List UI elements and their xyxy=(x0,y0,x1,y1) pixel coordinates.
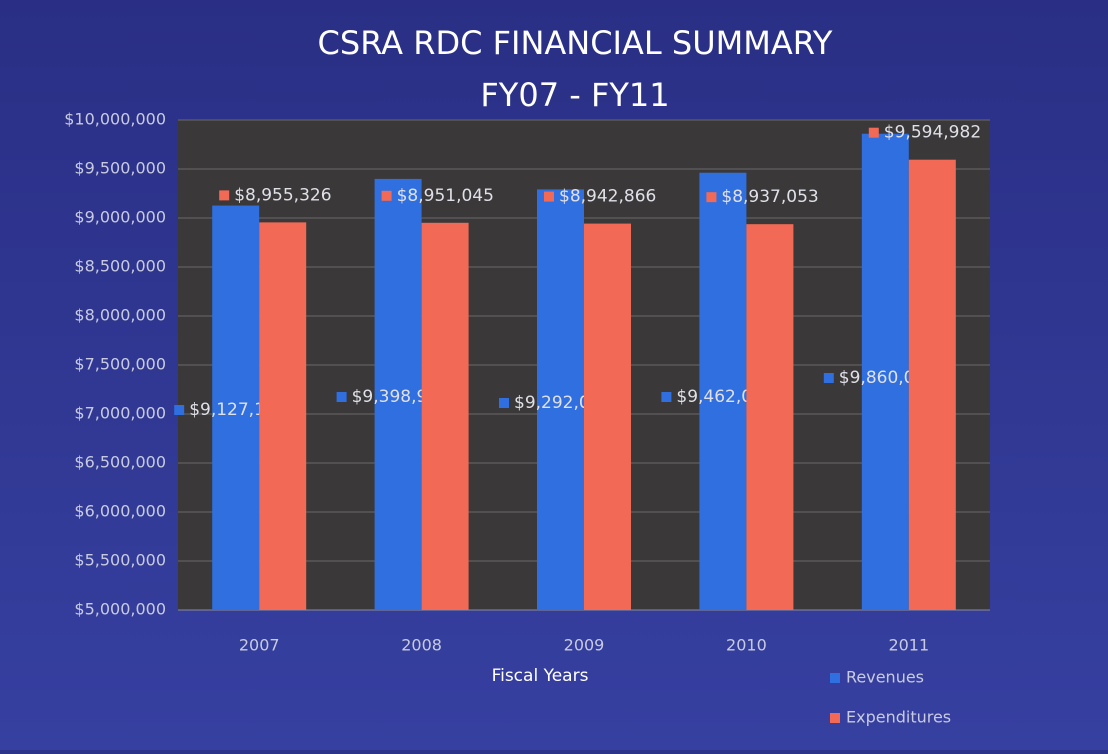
label-marker xyxy=(868,127,879,138)
y-tick-label: $7,500,000 xyxy=(74,355,166,374)
legend-label: Expenditures xyxy=(846,708,951,727)
bar xyxy=(908,159,956,610)
bar xyxy=(699,172,747,611)
label-marker xyxy=(706,192,717,203)
y-tick-label: $5,000,000 xyxy=(74,600,166,619)
bar xyxy=(584,223,631,611)
y-tick-label: $7,000,000 xyxy=(74,404,166,423)
chart-title: CSRA RDC FINANCIAL SUMMARY xyxy=(318,24,833,62)
legend-label: Revenues xyxy=(846,668,924,687)
label-marker xyxy=(544,191,554,202)
y-tick-label: $6,000,000 xyxy=(74,502,166,521)
bar xyxy=(746,224,794,610)
y-tick-label: $8,000,000 xyxy=(74,306,166,325)
label-marker xyxy=(174,405,185,415)
bar xyxy=(537,189,584,610)
legend-swatch xyxy=(830,673,840,683)
label-marker xyxy=(381,190,392,201)
y-tick-label: $6,500,000 xyxy=(74,453,166,472)
bar xyxy=(374,178,422,611)
x-tick-label: 2011 xyxy=(888,636,929,655)
data-label: $8,951,045 xyxy=(397,186,494,206)
data-label: $9,594,982 xyxy=(884,123,981,143)
x-tick-label: 2009 xyxy=(564,636,605,655)
label-marker xyxy=(823,373,834,383)
data-label: $8,942,866 xyxy=(559,187,656,207)
data-label: $8,955,326 xyxy=(234,185,331,205)
label-marker xyxy=(336,392,347,402)
x-tick-label: 2007 xyxy=(239,636,280,655)
bar xyxy=(212,205,260,610)
x-tick-label: 2010 xyxy=(726,636,767,655)
legend-swatch xyxy=(830,713,840,723)
y-tick-label: $9,000,000 xyxy=(74,208,166,227)
bar xyxy=(259,222,307,610)
x-tick-label: 2008 xyxy=(401,636,442,655)
y-tick-label: $8,500,000 xyxy=(74,257,166,276)
bar xyxy=(861,133,909,610)
x-axis-title: Fiscal Years xyxy=(492,666,589,686)
bar xyxy=(421,222,469,610)
label-marker xyxy=(219,190,230,201)
chart-subtitle: FY07 - FY11 xyxy=(480,76,669,114)
y-tick-label: $10,000,000 xyxy=(64,110,166,129)
label-marker xyxy=(499,398,509,408)
y-tick-label: $5,500,000 xyxy=(74,551,166,570)
y-tick-label: $9,500,000 xyxy=(74,159,166,178)
data-label: $8,937,053 xyxy=(721,187,818,207)
label-marker xyxy=(661,392,672,402)
